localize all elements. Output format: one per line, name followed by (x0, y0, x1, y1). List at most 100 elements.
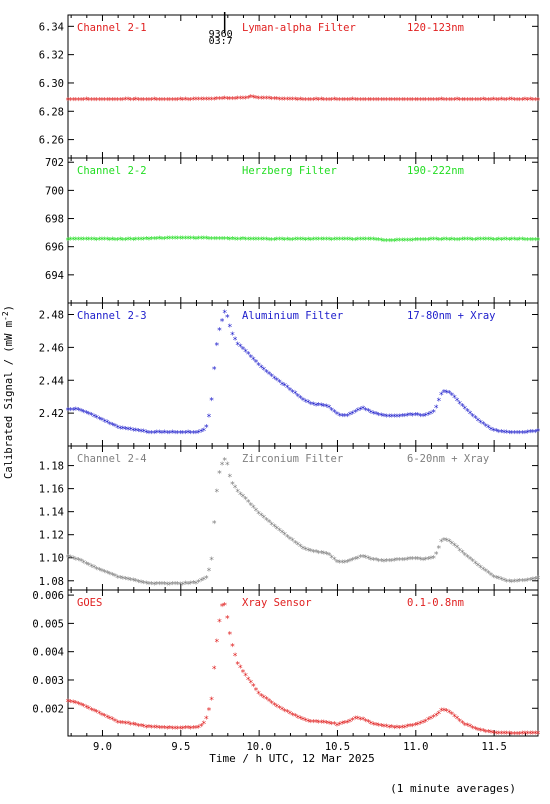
data-point: * (196, 235, 201, 245)
data-point: * (141, 428, 146, 438)
data-point: * (81, 559, 86, 569)
data-point: * (386, 413, 391, 423)
data-point: * (115, 424, 120, 434)
data-point: * (306, 96, 311, 106)
data-point: * (107, 571, 112, 581)
data-point: * (355, 555, 360, 565)
data-point: * (214, 488, 219, 498)
band-label: 17-80nm + Xray (407, 310, 496, 322)
data-point: * (326, 720, 331, 730)
data-point: * (379, 96, 384, 106)
data-point: * (219, 461, 224, 471)
data-point: * (259, 692, 264, 702)
data-point: * (206, 413, 211, 423)
data-point: * (384, 413, 389, 423)
data-point: * (326, 236, 331, 246)
data-point: * (324, 236, 329, 246)
data-point: * (292, 96, 297, 106)
panel-frame (67, 14, 539, 159)
data-point: * (350, 410, 355, 420)
data-point: * (193, 235, 198, 245)
data-point: * (162, 580, 167, 590)
data-point: * (73, 97, 78, 107)
data-point: * (418, 412, 423, 422)
data-point: * (185, 235, 190, 245)
data-point: * (300, 236, 305, 246)
data-point: * (488, 426, 493, 436)
data-point: * (138, 723, 143, 733)
data-point: * (433, 404, 438, 414)
data-point: * (86, 236, 91, 246)
data-point: * (285, 534, 290, 544)
data-point: * (102, 236, 107, 246)
data-point: * (517, 577, 522, 587)
data-point: * (475, 562, 480, 572)
data-point: * (467, 410, 472, 420)
data-point: * (183, 235, 188, 245)
data-point: * (146, 724, 151, 734)
data-point: * (238, 236, 243, 246)
data-point: * (337, 236, 342, 246)
event-marker-label-bottom: 03:7 (209, 36, 233, 47)
data-point: * (394, 724, 399, 734)
data-point: * (467, 236, 472, 246)
data-point: * (381, 558, 386, 568)
data-point: * (125, 426, 130, 436)
data-point: * (185, 96, 190, 106)
data-point: * (209, 556, 214, 566)
data-point: * (303, 398, 308, 408)
data-point: * (473, 725, 478, 735)
data-point: * (282, 531, 287, 541)
data-point: * (279, 381, 284, 391)
data-point: * (517, 430, 522, 440)
data-point: * (426, 556, 431, 566)
data-point: * (115, 719, 120, 729)
data-point: * (261, 366, 266, 376)
data-point: * (332, 721, 337, 731)
data-point: * (167, 581, 172, 591)
data-point: * (201, 576, 206, 586)
data-point: * (316, 236, 321, 246)
data-point: * (457, 400, 462, 410)
data-point: * (371, 236, 376, 246)
data-point: * (128, 576, 133, 586)
data-point: * (76, 236, 81, 246)
data-point: * (339, 412, 344, 422)
data-point: * (196, 579, 201, 589)
y-tick-label: 0.002 (32, 703, 64, 715)
data-point: * (496, 428, 501, 438)
data-point: * (355, 715, 360, 725)
channel-label: Channel 2-4 (77, 453, 147, 465)
data-point: * (99, 417, 104, 427)
data-point: * (136, 236, 141, 246)
data-point: * (287, 236, 292, 246)
data-point: * (439, 707, 444, 717)
data-point: * (120, 720, 125, 730)
filter-label: Xray Sensor (242, 597, 312, 609)
data-point: * (285, 384, 290, 394)
data-point: * (102, 418, 107, 428)
data-point: * (462, 551, 467, 561)
data-point: * (470, 96, 475, 106)
data-point: * (441, 389, 446, 399)
data-point: * (449, 97, 454, 107)
data-point: * (371, 410, 376, 420)
data-point: * (264, 696, 269, 706)
data-point: * (180, 581, 185, 591)
data-point: * (337, 559, 342, 569)
data-point: * (394, 97, 399, 107)
data-point: * (407, 237, 412, 247)
data-point: * (84, 704, 89, 714)
data-point: * (219, 95, 224, 105)
data-point: * (494, 96, 499, 106)
data-point: * (413, 237, 418, 247)
data-point: * (358, 97, 363, 107)
data-point: * (259, 95, 264, 105)
data-point: * (457, 97, 462, 107)
data-point: * (530, 236, 535, 246)
data-point: * (183, 725, 188, 735)
panel-frame (67, 445, 539, 591)
data-point: * (219, 317, 224, 327)
data-point: * (363, 236, 368, 246)
data-point: * (347, 411, 352, 421)
